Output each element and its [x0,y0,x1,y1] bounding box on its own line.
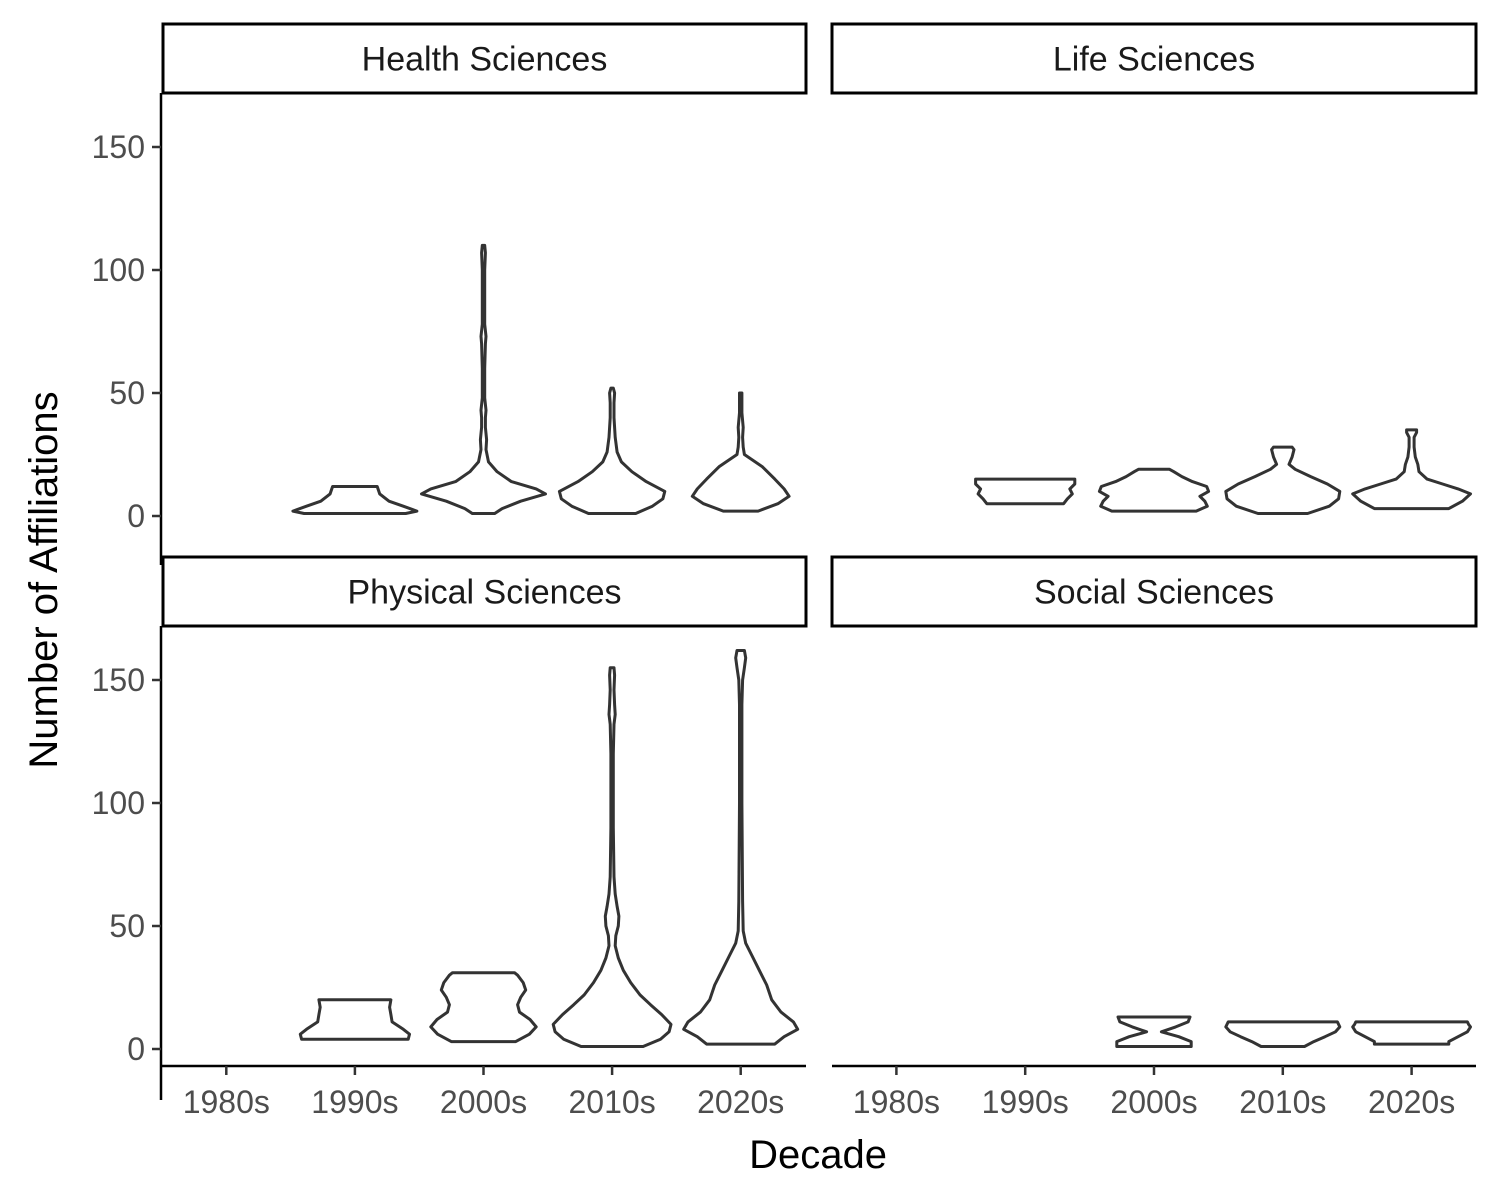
violin-1990s [974,477,1077,506]
y-tick-label: 100 [92,252,145,288]
x-tick-label: 2020s [1368,1084,1455,1120]
violin-2010s [1224,1020,1342,1048]
x-tick-label: 2020s [697,1084,784,1120]
y-axis-title: Number of Affiliations [22,391,66,768]
panel-health-sciences: Health Sciences 0 50 100 150 [92,22,808,565]
violin-2000s [1115,1015,1193,1048]
violin-2000s [1097,467,1211,513]
y-tick-label: 150 [92,129,145,165]
x-tick-label: 2010s [1239,1084,1326,1120]
violin-2020s [682,649,800,1046]
facet-strip [830,22,1478,95]
x-tick-label: 1980s [183,1084,270,1120]
facet-strip [161,555,808,628]
facet-strip [830,555,1478,628]
violin-2020s [1351,428,1472,511]
panel-life-sciences: Life Sciences [830,22,1478,515]
x-tick-label: 2000s [1110,1084,1197,1120]
violin-2010s [551,666,673,1048]
violin-2000s [420,243,547,515]
violin-1990s [298,998,411,1041]
violin-1990s [291,485,419,515]
y-tick-label: 50 [109,908,145,944]
x-tick-label: 2010s [569,1084,656,1120]
violin-2020s [1351,1020,1472,1046]
facet-strip-label: Social Sciences [1034,574,1274,612]
facet-strip-label: Health Sciences [362,41,608,79]
panel-social-sciences: Social Sciences 1980s 1990s 2000s 2010s 2020s [830,555,1478,1120]
x-tick-label: 1990s [982,1084,1069,1120]
x-tick-label: 1990s [311,1084,398,1120]
y-tick-label: 100 [92,785,145,821]
x-axis-title: Decade [749,1133,887,1177]
violin-2010s [1224,445,1342,515]
y-tick-label: 0 [127,498,145,534]
x-tick-label: 1980s [853,1084,940,1120]
x-tick-label: 2000s [440,1084,527,1120]
violin-2020s [690,391,791,513]
y-tick-label: 0 [127,1031,145,1067]
facet-strip-label: Physical Sciences [347,574,621,612]
facet-strip-label: Life Sciences [1053,41,1255,79]
facet-strip [161,22,808,95]
panel-physical-sciences: Physical Sciences 0 50 100 150 1980s 1990s 2000… [92,555,808,1120]
violin-2010s [557,386,667,515]
y-tick-label: 150 [92,662,145,698]
y-tick-label: 50 [109,375,145,411]
violin-2000s [429,971,538,1044]
